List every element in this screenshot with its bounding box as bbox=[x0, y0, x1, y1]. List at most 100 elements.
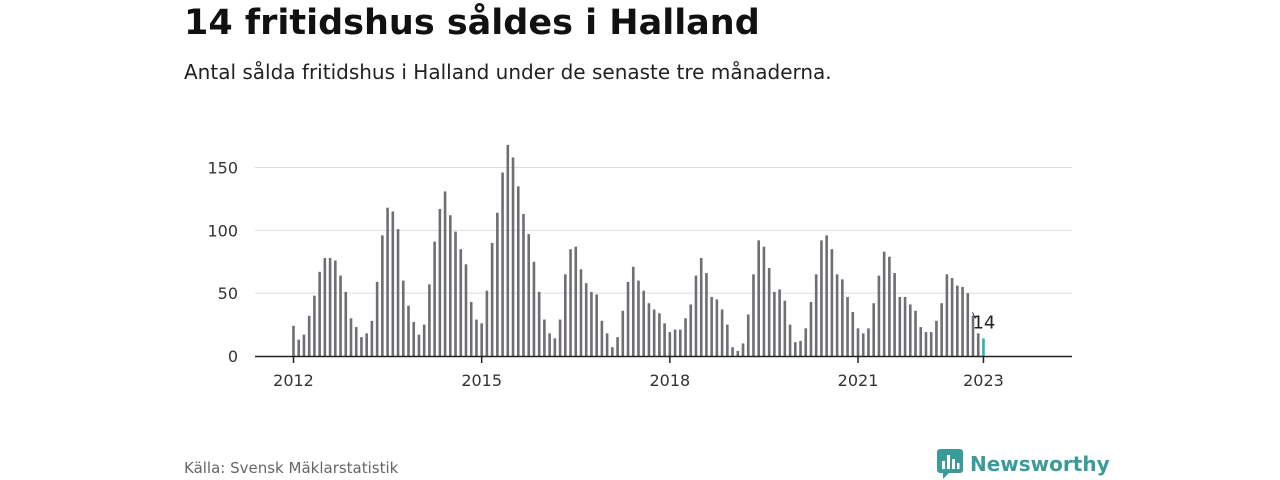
bar bbox=[830, 249, 834, 356]
x-tick-label: 2015 bbox=[461, 371, 502, 390]
bar bbox=[558, 319, 562, 356]
bar bbox=[459, 249, 463, 356]
bar bbox=[851, 312, 855, 356]
bar bbox=[846, 296, 849, 356]
bar bbox=[961, 286, 964, 356]
bar bbox=[976, 333, 980, 356]
bar bbox=[710, 296, 713, 356]
bar bbox=[480, 323, 483, 356]
bar bbox=[663, 323, 666, 356]
bar bbox=[386, 207, 389, 356]
bar bbox=[971, 315, 975, 356]
bar bbox=[417, 334, 421, 356]
bar bbox=[318, 271, 321, 356]
bar bbox=[611, 347, 614, 356]
bar bbox=[679, 329, 682, 356]
bar bbox=[731, 347, 734, 356]
bar bbox=[422, 324, 426, 356]
bar bbox=[396, 229, 400, 356]
bar bbox=[888, 256, 891, 356]
bar bbox=[381, 235, 384, 356]
bar bbox=[334, 260, 337, 356]
bar bbox=[438, 208, 442, 356]
bar bbox=[579, 269, 583, 356]
brand-name: Newsworthy bbox=[970, 452, 1110, 476]
bar bbox=[757, 240, 760, 356]
bar bbox=[914, 310, 917, 356]
y-tick-label: 50 bbox=[218, 284, 238, 303]
bar bbox=[684, 318, 687, 356]
bar bbox=[919, 327, 923, 356]
bar bbox=[631, 266, 635, 356]
bar bbox=[882, 251, 886, 356]
bar bbox=[746, 314, 750, 356]
bar bbox=[496, 212, 499, 356]
bar bbox=[375, 281, 379, 356]
bar bbox=[354, 327, 358, 356]
annotation-leader-line bbox=[972, 312, 976, 319]
bar bbox=[464, 264, 468, 356]
bar bbox=[673, 329, 677, 356]
x-tick-label: 2012 bbox=[273, 371, 314, 390]
source-note: Källa: Svensk Mäklarstatistik bbox=[184, 459, 399, 477]
chart-bars bbox=[292, 144, 985, 356]
bar bbox=[647, 303, 651, 356]
bar bbox=[861, 333, 865, 356]
bar bbox=[893, 273, 896, 356]
data-label-latest: 14 bbox=[972, 312, 995, 333]
bar bbox=[449, 215, 452, 356]
chart-labels: 0 50 100 150 2012 2015 2018 2021 2023 14 bbox=[207, 159, 1003, 390]
bar bbox=[537, 291, 541, 356]
newsworthy-chart-bubble-icon bbox=[937, 449, 963, 479]
bar bbox=[929, 332, 933, 356]
bar bbox=[966, 293, 970, 356]
bar bbox=[485, 290, 489, 356]
bar bbox=[391, 211, 395, 356]
bar bbox=[809, 301, 813, 356]
bar bbox=[705, 273, 708, 356]
bar bbox=[574, 246, 578, 356]
bar bbox=[605, 333, 609, 356]
x-tick-label: 2023 bbox=[963, 371, 1004, 390]
bar bbox=[412, 322, 416, 356]
bar bbox=[506, 144, 510, 356]
bar bbox=[469, 301, 473, 356]
y-tick-label: 100 bbox=[207, 221, 238, 240]
chart-subtitle: Antal sålda fritidshus i Halland under d… bbox=[184, 60, 832, 84]
bar bbox=[935, 320, 938, 356]
x-tick-label: 2021 bbox=[838, 371, 879, 390]
bar bbox=[825, 235, 828, 356]
bar bbox=[600, 320, 604, 356]
bar bbox=[903, 296, 907, 356]
bar bbox=[590, 291, 593, 356]
bar bbox=[814, 274, 818, 356]
bar bbox=[940, 303, 943, 356]
chart-axes bbox=[255, 355, 1072, 363]
bar bbox=[407, 305, 410, 356]
bar bbox=[344, 291, 348, 356]
bar bbox=[328, 257, 332, 356]
bar bbox=[443, 191, 447, 356]
bar bbox=[516, 186, 520, 356]
brand-logo[interactable]: Newsworthy bbox=[937, 448, 1110, 480]
y-tick-label: 0 bbox=[228, 347, 238, 366]
bar bbox=[694, 275, 698, 356]
chart-title: 14 fritidshus såldes i Halland bbox=[184, 3, 760, 43]
bar bbox=[313, 295, 316, 356]
bar bbox=[323, 257, 327, 356]
chart-gridlines bbox=[255, 167, 1072, 294]
bar bbox=[302, 334, 306, 356]
bar bbox=[475, 319, 478, 356]
bar bbox=[741, 343, 745, 356]
bar bbox=[689, 304, 693, 356]
bar bbox=[736, 350, 740, 356]
bar bbox=[584, 283, 588, 356]
bar bbox=[490, 242, 494, 356]
bar bbox=[799, 340, 802, 356]
bar bbox=[428, 284, 431, 356]
bar bbox=[945, 274, 949, 356]
bar bbox=[956, 285, 959, 356]
bar bbox=[349, 318, 353, 356]
bar bbox=[658, 313, 661, 356]
